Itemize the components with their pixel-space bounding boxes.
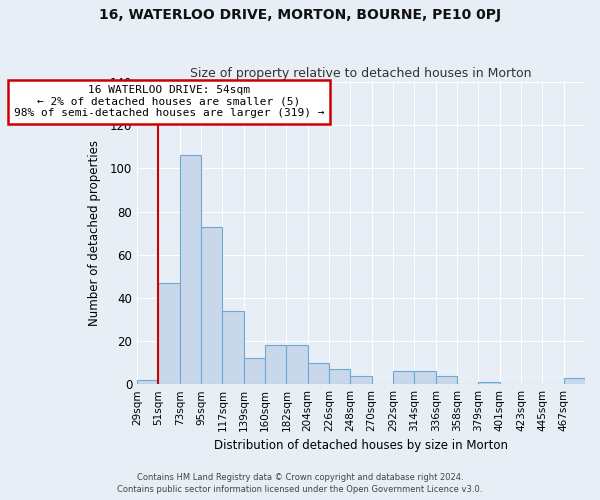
Bar	[436, 376, 457, 384]
Text: Contains HM Land Registry data © Crown copyright and database right 2024.
Contai: Contains HM Land Registry data © Crown c…	[118, 473, 482, 494]
Bar	[350, 376, 371, 384]
Bar	[265, 346, 286, 384]
Bar	[329, 369, 350, 384]
Bar	[158, 283, 179, 384]
Text: 16 WATERLOO DRIVE: 54sqm
← 2% of detached houses are smaller (5)
98% of semi-det: 16 WATERLOO DRIVE: 54sqm ← 2% of detache…	[14, 86, 324, 118]
Bar	[478, 382, 500, 384]
Bar	[223, 311, 244, 384]
Bar	[393, 371, 415, 384]
Title: Size of property relative to detached houses in Morton: Size of property relative to detached ho…	[190, 66, 532, 80]
Bar	[201, 226, 223, 384]
X-axis label: Distribution of detached houses by size in Morton: Distribution of detached houses by size …	[214, 440, 508, 452]
Bar	[179, 156, 201, 384]
Bar	[137, 380, 158, 384]
Bar	[563, 378, 585, 384]
Bar	[286, 346, 308, 384]
Y-axis label: Number of detached properties: Number of detached properties	[88, 140, 101, 326]
Bar	[308, 362, 329, 384]
Bar	[244, 358, 265, 384]
Bar	[415, 371, 436, 384]
Text: 16, WATERLOO DRIVE, MORTON, BOURNE, PE10 0PJ: 16, WATERLOO DRIVE, MORTON, BOURNE, PE10…	[99, 8, 501, 22]
